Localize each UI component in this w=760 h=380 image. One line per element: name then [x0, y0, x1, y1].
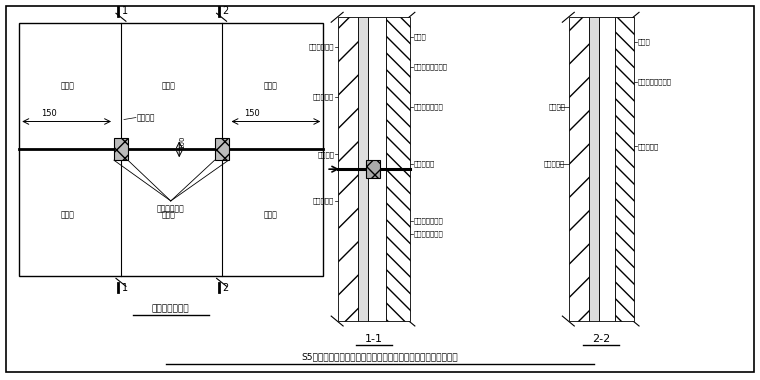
Text: S5工程精装修大堂墙面湿贴工艺玻化砖湿贴局部加强做法示意图: S5工程精装修大堂墙面湿贴工艺玻化砖湿贴局部加强做法示意图: [302, 352, 458, 361]
Text: 玻化砖: 玻化砖: [414, 34, 426, 40]
Text: 玻化砖: 玻化砖: [638, 39, 651, 45]
Text: 1: 1: [122, 6, 128, 16]
Text: 射钉固定: 射钉固定: [137, 113, 155, 122]
Text: 玻化砖强力粘结剂: 玻化砖强力粘结剂: [414, 63, 448, 70]
Text: 墙砖立面示意图: 墙砖立面示意图: [152, 305, 189, 313]
Text: 1: 1: [122, 283, 128, 293]
Text: 1-1: 1-1: [365, 334, 383, 344]
Text: 玻化砖: 玻化砖: [60, 81, 74, 90]
Text: 云石胶快速固定: 云石胶快速固定: [414, 103, 444, 110]
Text: 填缝剂嵌缝: 填缝剂嵌缝: [638, 143, 660, 150]
Bar: [358, 17, 368, 321]
Text: 玻化砖强力粘结剂: 玻化砖强力粘结剂: [638, 79, 672, 85]
Bar: [214, 138, 229, 160]
Text: 填缝剂嵌缝: 填缝剂嵌缝: [414, 161, 435, 168]
Bar: [19, 23, 323, 276]
Text: 玻化砖: 玻化砖: [162, 81, 176, 90]
Bar: [615, 17, 634, 321]
Text: 结构墙体基层: 结构墙体基层: [309, 44, 334, 51]
Text: 150: 150: [244, 109, 259, 118]
Text: 玻化砖: 玻化砖: [264, 81, 277, 90]
Bar: [366, 160, 380, 178]
Text: 不锈钢嵌挂件: 不锈钢嵌挂件: [157, 204, 185, 213]
Bar: [386, 17, 410, 321]
Text: 墙体基层: 墙体基层: [548, 103, 565, 110]
Text: 2-2: 2-2: [592, 334, 610, 344]
Text: 射钉固定: 射钉固定: [317, 151, 334, 158]
Text: 玻化砖: 玻化砖: [60, 210, 74, 219]
Text: 墙体抹灰层: 墙体抹灰层: [544, 161, 565, 168]
Bar: [569, 17, 589, 321]
Text: 100: 100: [179, 136, 185, 149]
Text: 采用云石胶固定: 采用云石胶固定: [414, 230, 444, 237]
Bar: [368, 17, 386, 321]
Bar: [338, 17, 358, 321]
Text: 墙体抹灰层: 墙体抹灰层: [313, 93, 334, 100]
Text: 玻化砖: 玻化砖: [162, 210, 176, 219]
Text: 不锈钢挂件: 不锈钢挂件: [313, 198, 334, 204]
Bar: [114, 138, 128, 160]
Bar: [599, 17, 615, 321]
Text: 2: 2: [223, 283, 229, 293]
Text: 玻化砖: 玻化砖: [264, 210, 277, 219]
Bar: [589, 17, 599, 321]
Text: 2: 2: [223, 6, 229, 16]
Text: 150: 150: [41, 109, 57, 118]
Text: 玻化砖背面开槽: 玻化砖背面开槽: [414, 217, 444, 224]
